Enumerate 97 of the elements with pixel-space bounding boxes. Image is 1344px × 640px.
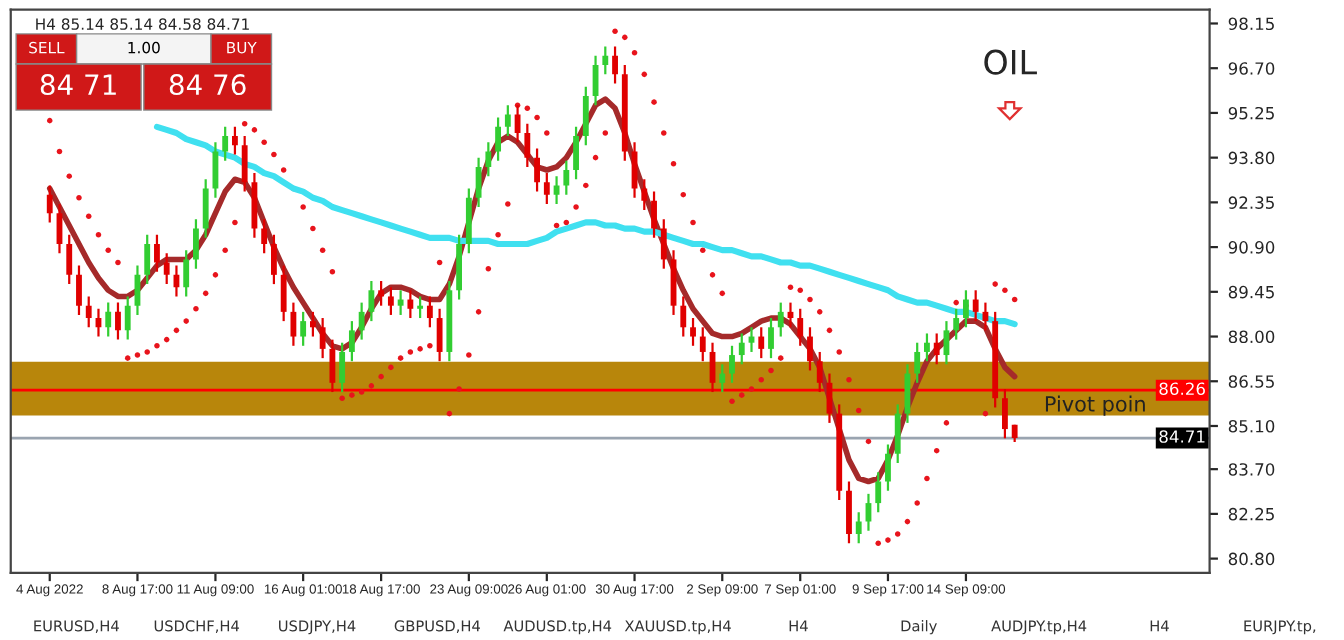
line-series <box>153 123 1018 328</box>
candlestick <box>563 159 570 196</box>
candlestick <box>602 45 609 76</box>
y-tick-label: 98.15 <box>1228 17 1274 31</box>
y-tick-label: 92.35 <box>1228 196 1274 209</box>
annotation: 84 71 <box>40 74 116 96</box>
candlestick <box>582 85 589 147</box>
annotation: 84 76 <box>169 74 246 96</box>
candlestick <box>202 178 209 239</box>
y-tick-label: 96.70 <box>1228 62 1275 75</box>
y-tick-label: 83.70 <box>1228 463 1275 476</box>
candlestick <box>309 310 316 338</box>
candlestick <box>300 310 307 347</box>
candlestick <box>719 363 726 394</box>
candlestick <box>816 350 823 394</box>
candlestick <box>660 218 667 270</box>
candlestick <box>319 316 326 360</box>
y-tick-label: 88.00 <box>1228 330 1275 344</box>
candlestick <box>914 341 921 384</box>
candlestick <box>387 286 394 317</box>
candlestick <box>1001 387 1008 440</box>
candlestick <box>485 141 492 178</box>
candlestick <box>124 295 131 341</box>
candlestick <box>768 316 774 360</box>
candlestick <box>251 171 258 239</box>
candlestick <box>417 295 424 320</box>
candlestick <box>290 301 297 347</box>
candlestick <box>270 233 277 286</box>
candlestick <box>241 134 248 193</box>
candlestick <box>261 218 268 255</box>
y-tick-label: 90.90 <box>1228 241 1275 254</box>
candlestick <box>504 104 511 138</box>
candlestick <box>797 307 804 347</box>
ref-line-label: 84.71 <box>1159 430 1205 443</box>
candlestick <box>699 326 706 363</box>
candlestick <box>758 326 765 360</box>
candlestick <box>855 511 862 545</box>
candlestick <box>807 326 813 372</box>
candlestick <box>846 480 852 545</box>
candlestick <box>154 233 160 273</box>
candlestick <box>232 125 238 156</box>
candlestick <box>543 171 550 206</box>
candlestick <box>280 264 287 323</box>
y-tick-label: 80.80 <box>1228 552 1275 566</box>
candlestick <box>534 147 540 193</box>
candlestick <box>456 233 463 301</box>
candlestick <box>475 156 482 209</box>
candlestick <box>115 301 121 341</box>
ref-line-label: 86.26 <box>1159 382 1205 396</box>
candlestick <box>76 264 82 317</box>
candlestick <box>46 184 53 224</box>
y-tick-label: 86.55 <box>1228 375 1274 388</box>
candlestick <box>183 249 190 298</box>
candlestick <box>495 116 502 162</box>
candlestick <box>329 338 336 394</box>
candlestick <box>66 233 73 286</box>
candlestick <box>612 45 618 85</box>
candlestick <box>397 289 404 317</box>
candlestick <box>144 233 151 286</box>
candlestick <box>690 316 696 347</box>
candlestick <box>426 295 433 329</box>
candlestick <box>222 125 229 162</box>
candlestick <box>407 289 414 320</box>
candlestick <box>85 295 92 329</box>
candlestick <box>641 178 648 212</box>
candlestick <box>465 187 472 255</box>
annotation: OIL <box>984 49 1037 75</box>
candlestick <box>777 301 784 338</box>
y-tick-label: 93.80 <box>1228 151 1275 165</box>
candlestick <box>875 471 882 514</box>
candlestick <box>885 443 891 492</box>
y-tick-label: 85.10 <box>1228 419 1275 433</box>
candlestick <box>378 279 385 307</box>
y-tick-label: 82.25 <box>1228 507 1274 521</box>
y-tick-label: 89.45 <box>1228 285 1274 299</box>
candlestick <box>738 332 745 366</box>
candlestick <box>894 403 901 465</box>
candlestick <box>358 301 365 341</box>
candlestick <box>573 125 579 181</box>
line-series <box>46 96 1018 485</box>
candlestick <box>368 279 375 323</box>
candlestick <box>348 320 355 363</box>
candlestick <box>524 122 531 169</box>
candlestick <box>436 307 443 363</box>
candlestick <box>105 301 112 338</box>
candlestick <box>339 341 346 394</box>
candlestick <box>729 344 735 384</box>
candlestick <box>933 332 940 366</box>
candlestick <box>651 190 657 239</box>
candlestick <box>924 332 930 363</box>
candlestick <box>953 307 960 341</box>
candlestick <box>163 252 170 286</box>
candlestick <box>680 295 687 338</box>
candlestick <box>553 175 560 206</box>
y-tick-label: 95.25 <box>1228 106 1274 120</box>
band-label: Pivot poin <box>1045 395 1145 416</box>
candlestick <box>193 218 199 270</box>
